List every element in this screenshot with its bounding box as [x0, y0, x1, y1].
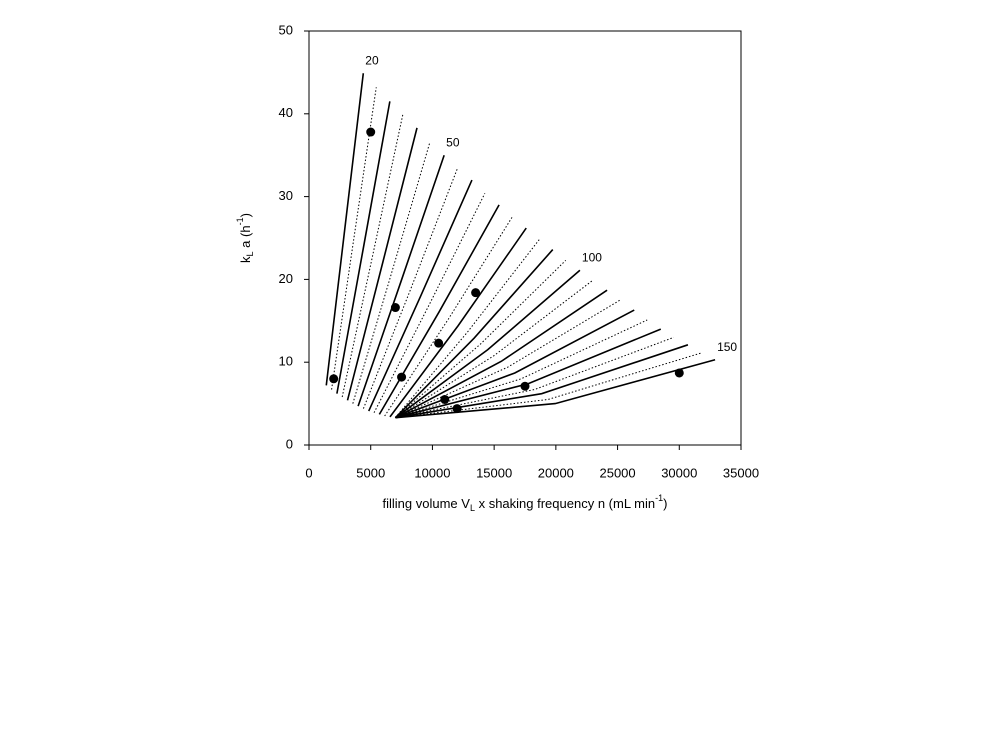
- y-tick-label: 0: [286, 436, 293, 451]
- curve: [394, 249, 554, 419]
- data-point: [520, 381, 530, 391]
- curve: [346, 127, 418, 401]
- curve: [395, 259, 567, 419]
- x-tick-label: 0: [305, 465, 312, 480]
- x-label-sup: -1: [655, 493, 663, 503]
- y-label-part: ): [238, 213, 253, 217]
- y-tick-label: 10: [279, 354, 293, 369]
- curve-label: 150: [717, 340, 737, 354]
- curve-label: 100: [582, 250, 602, 264]
- data-point: [329, 374, 339, 384]
- y-tick-label: 20: [279, 271, 293, 286]
- curve: [352, 141, 431, 404]
- data-point: [452, 404, 462, 414]
- curve: [395, 279, 594, 419]
- curve: [394, 239, 540, 418]
- y-label-sub: L: [245, 251, 255, 256]
- data-point: [390, 303, 400, 313]
- x-tick-label: 5000: [356, 465, 385, 480]
- x-axis-label: filling volume VL x shaking frequency n …: [383, 493, 668, 513]
- curve: [357, 154, 445, 407]
- y-tick-label: 40: [279, 105, 293, 120]
- curve: [395, 358, 716, 419]
- curve: [394, 269, 581, 419]
- x-label-part: ): [663, 496, 667, 511]
- x-tick-label: 10000: [414, 465, 450, 480]
- y-label-part: k: [238, 256, 253, 263]
- x-tick-label: 35000: [723, 465, 759, 480]
- x-tick-label: 15000: [476, 465, 512, 480]
- data-point: [397, 372, 407, 382]
- data-point: [471, 288, 481, 298]
- curve: [362, 167, 459, 409]
- curve: [389, 227, 527, 418]
- x-tick-label: 25000: [599, 465, 635, 480]
- curve: [336, 101, 391, 394]
- curve: [395, 344, 689, 419]
- curve: [368, 179, 473, 412]
- curve: [395, 309, 635, 419]
- curve: [325, 73, 365, 386]
- data-point: [440, 394, 450, 404]
- x-label-part: filling volume V: [383, 496, 471, 511]
- curve: [395, 299, 621, 419]
- curve: [395, 319, 648, 419]
- curve-label: 50: [446, 135, 460, 149]
- plot-frame: [308, 30, 742, 446]
- x-label-sub: L: [470, 503, 475, 513]
- y-label-part: a (h: [238, 225, 253, 251]
- curve: [395, 352, 702, 419]
- data-point: [434, 338, 444, 348]
- x-tick-label: 20000: [538, 465, 574, 480]
- x-tick-label: 30000: [661, 465, 697, 480]
- x-label-part: x shaking frequency n (mL min: [475, 496, 655, 511]
- data-point: [366, 127, 376, 137]
- curve: [341, 114, 404, 398]
- curve-label: 20: [365, 53, 379, 67]
- y-tick-label: 30: [279, 188, 293, 203]
- curve: [384, 217, 513, 417]
- curve: [373, 193, 486, 413]
- y-label-sup: -1: [235, 217, 245, 225]
- curve: [395, 289, 608, 419]
- y-axis-label: kL a (h-1): [235, 213, 255, 263]
- y-tick-label: 50: [279, 22, 293, 37]
- data-point: [674, 368, 684, 378]
